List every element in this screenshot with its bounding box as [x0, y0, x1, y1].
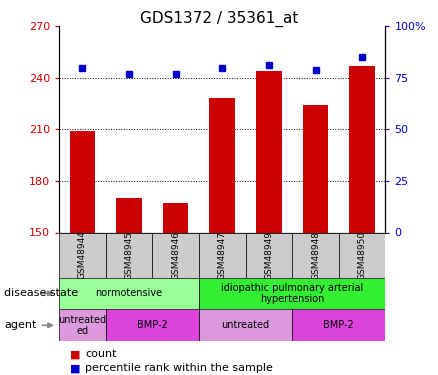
Bar	[116, 198, 142, 232]
Bar	[59, 232, 106, 278]
Bar	[292, 232, 339, 278]
Text: percentile rank within the sample: percentile rank within the sample	[85, 363, 273, 373]
Text: GSM48950: GSM48950	[358, 230, 367, 280]
Bar	[163, 203, 188, 232]
Bar	[106, 309, 199, 341]
Bar	[209, 99, 235, 232]
Text: GSM48947: GSM48947	[218, 231, 227, 279]
Text: ■: ■	[70, 363, 81, 373]
Text: normotensive: normotensive	[95, 288, 162, 298]
Text: idiopathic pulmonary arterial
hypertension: idiopathic pulmonary arterial hypertensi…	[221, 283, 364, 304]
Bar	[59, 309, 106, 341]
Text: untreated
ed: untreated ed	[58, 315, 106, 336]
Bar	[106, 232, 152, 278]
Bar	[199, 309, 292, 341]
Bar	[246, 232, 292, 278]
Bar	[339, 232, 385, 278]
Text: disease state: disease state	[4, 288, 78, 298]
Text: GDS1372 / 35361_at: GDS1372 / 35361_at	[140, 11, 298, 27]
Bar	[59, 278, 199, 309]
Text: GSM48946: GSM48946	[171, 231, 180, 279]
Text: GSM48949: GSM48949	[265, 231, 273, 279]
Text: count: count	[85, 350, 117, 359]
Bar	[303, 105, 328, 232]
Text: ■: ■	[70, 350, 81, 359]
Bar	[199, 232, 246, 278]
Bar	[350, 66, 375, 232]
Bar	[70, 131, 95, 232]
Text: untreated: untreated	[222, 320, 270, 330]
Text: BMP-2: BMP-2	[137, 320, 168, 330]
Bar	[199, 278, 385, 309]
Text: BMP-2: BMP-2	[323, 320, 354, 330]
Text: GSM48948: GSM48948	[311, 231, 320, 279]
Text: GSM48944: GSM48944	[78, 231, 87, 279]
Bar	[152, 232, 199, 278]
Text: agent: agent	[4, 320, 37, 330]
Bar	[256, 71, 282, 232]
Text: GSM48945: GSM48945	[124, 231, 134, 279]
Bar	[292, 309, 385, 341]
